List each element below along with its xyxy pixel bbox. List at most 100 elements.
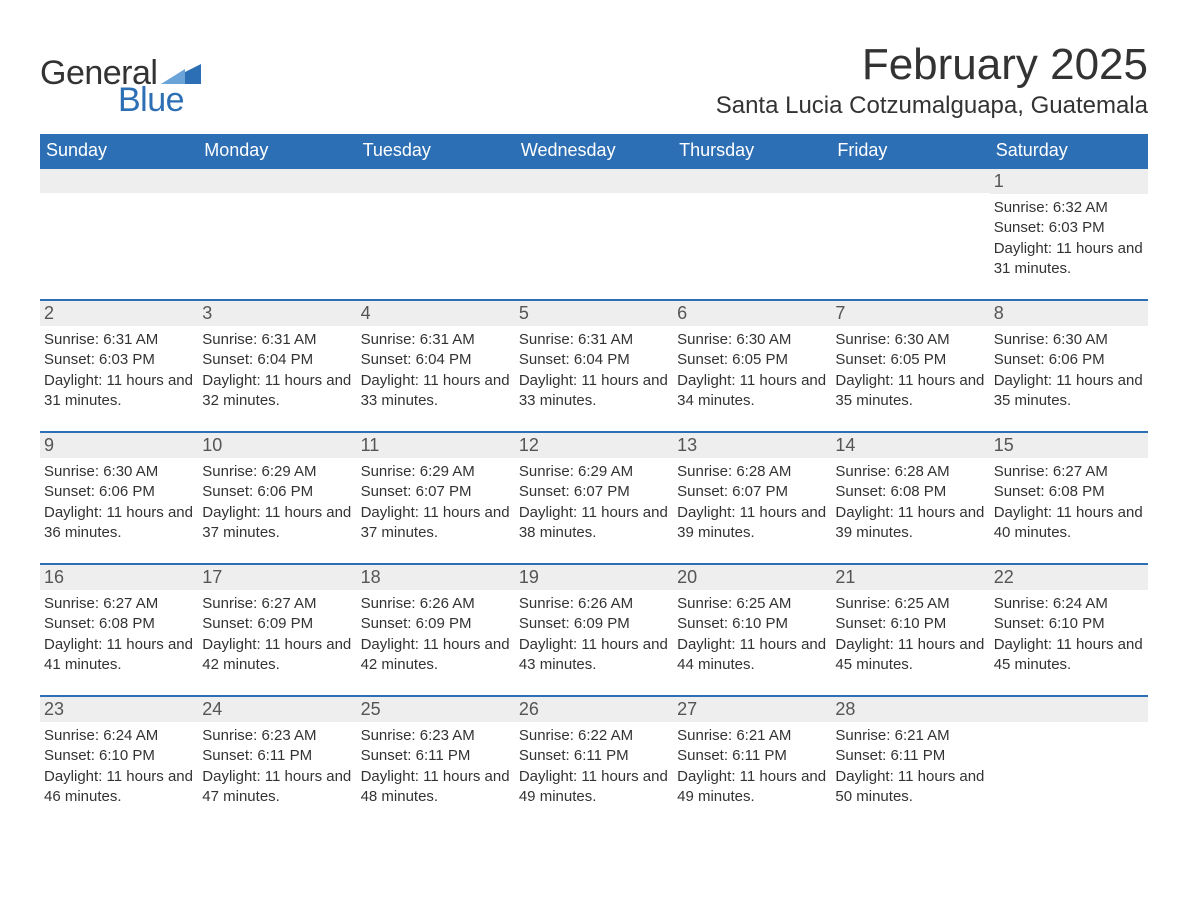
day-number: 7	[831, 301, 989, 326]
day-cell: 28Sunrise: 6:21 AMSunset: 6:11 PMDayligh…	[831, 696, 989, 827]
sunrise-text: Sunrise: 6:25 AM	[835, 594, 985, 614]
day-cell: 18Sunrise: 6:26 AMSunset: 6:09 PMDayligh…	[357, 564, 515, 696]
calendar-table: Sunday Monday Tuesday Wednesday Thursday…	[40, 134, 1148, 827]
day-number: 24	[198, 697, 356, 722]
daylight-text: Daylight: 11 hours and 36 minutes.	[44, 503, 194, 544]
sunset-text: Sunset: 6:06 PM	[202, 482, 352, 502]
day-header-tuesday: Tuesday	[357, 134, 515, 168]
sunrise-text: Sunrise: 6:30 AM	[994, 330, 1144, 350]
day-number: 13	[673, 433, 831, 458]
sunset-text: Sunset: 6:11 PM	[202, 746, 352, 766]
day-number: 4	[357, 301, 515, 326]
daylight-text: Daylight: 11 hours and 32 minutes.	[202, 371, 352, 412]
daylight-text: Daylight: 11 hours and 31 minutes.	[44, 371, 194, 412]
day-body: Sunrise: 6:31 AMSunset: 6:03 PMDaylight:…	[40, 326, 198, 431]
daylight-text: Daylight: 11 hours and 42 minutes.	[361, 635, 511, 676]
header: General Blue February 2025 Santa Lucia C…	[40, 40, 1148, 128]
sunset-text: Sunset: 6:11 PM	[835, 746, 985, 766]
daylight-text: Daylight: 11 hours and 46 minutes.	[44, 767, 194, 808]
sunrise-text: Sunrise: 6:30 AM	[44, 462, 194, 482]
sunrise-text: Sunrise: 6:29 AM	[519, 462, 669, 482]
sunset-text: Sunset: 6:10 PM	[994, 614, 1144, 634]
daylight-text: Daylight: 11 hours and 49 minutes.	[519, 767, 669, 808]
day-header-row: Sunday Monday Tuesday Wednesday Thursday…	[40, 134, 1148, 168]
sunrise-text: Sunrise: 6:21 AM	[677, 726, 827, 746]
sunset-text: Sunset: 6:04 PM	[519, 350, 669, 370]
sunrise-text: Sunrise: 6:23 AM	[202, 726, 352, 746]
daylight-text: Daylight: 11 hours and 48 minutes.	[361, 767, 511, 808]
day-cell: 26Sunrise: 6:22 AMSunset: 6:11 PMDayligh…	[515, 696, 673, 827]
sunset-text: Sunset: 6:07 PM	[677, 482, 827, 502]
sunrise-text: Sunrise: 6:31 AM	[202, 330, 352, 350]
empty-day-strip	[198, 169, 356, 193]
empty-day-strip	[40, 169, 198, 193]
day-body: Sunrise: 6:28 AMSunset: 6:07 PMDaylight:…	[673, 458, 831, 563]
day-number: 15	[990, 433, 1148, 458]
daylight-text: Daylight: 11 hours and 35 minutes.	[835, 371, 985, 412]
sunrise-text: Sunrise: 6:26 AM	[519, 594, 669, 614]
day-cell: 3Sunrise: 6:31 AMSunset: 6:04 PMDaylight…	[198, 300, 356, 432]
day-number: 23	[40, 697, 198, 722]
day-number: 10	[198, 433, 356, 458]
day-body: Sunrise: 6:30 AMSunset: 6:06 PMDaylight:…	[40, 458, 198, 563]
daylight-text: Daylight: 11 hours and 33 minutes.	[361, 371, 511, 412]
sunrise-text: Sunrise: 6:28 AM	[677, 462, 827, 482]
sunset-text: Sunset: 6:08 PM	[835, 482, 985, 502]
day-cell: 16Sunrise: 6:27 AMSunset: 6:08 PMDayligh…	[40, 564, 198, 696]
day-number: 17	[198, 565, 356, 590]
day-number: 18	[357, 565, 515, 590]
day-header-saturday: Saturday	[990, 134, 1148, 168]
day-cell: 19 Sunrise: 6:26 AMSunset: 6:09 PMDayligh…	[515, 564, 673, 696]
day-cell: 11Sunrise: 6:29 AMSunset: 6:07 PMDayligh…	[357, 432, 515, 564]
day-body-empty	[357, 193, 515, 237]
day-body: Sunrise: 6:26 AMSunset: 6:09 PMDaylight:…	[357, 590, 515, 695]
day-number: 20	[673, 565, 831, 590]
logo: General Blue	[40, 54, 201, 120]
week-row: 16Sunrise: 6:27 AMSunset: 6:08 PMDayligh…	[40, 564, 1148, 696]
sunrise-text: Sunrise: 6:28 AM	[835, 462, 985, 482]
day-number: 1	[990, 169, 1148, 194]
day-number: 11	[357, 433, 515, 458]
day-cell	[831, 168, 989, 300]
day-cell	[673, 168, 831, 300]
day-body: Sunrise: 6:25 AMSunset: 6:10 PMDaylight:…	[831, 590, 989, 695]
daylight-text: Daylight: 11 hours and 47 minutes.	[202, 767, 352, 808]
sunrise-text: Sunrise: 6:31 AM	[44, 330, 194, 350]
day-body: Sunrise: 6:24 AMSunset: 6:10 PMDaylight:…	[40, 722, 198, 827]
sunrise-text: Sunrise: 6:23 AM	[361, 726, 511, 746]
empty-day-strip	[990, 697, 1148, 722]
day-body-empty	[990, 722, 1148, 766]
day-cell	[40, 168, 198, 300]
sunset-text: Sunset: 6:03 PM	[44, 350, 194, 370]
day-body: Sunrise: 6:29 AMSunset: 6:07 PMDaylight:…	[515, 458, 673, 563]
day-number: 25	[357, 697, 515, 722]
day-body: Sunrise: 6:28 AMSunset: 6:08 PMDaylight:…	[831, 458, 989, 563]
daylight-text: Daylight: 11 hours and 39 minutes.	[677, 503, 827, 544]
week-row: 1Sunrise: 6:32 AMSunset: 6:03 PMDaylight…	[40, 168, 1148, 300]
day-number: 26	[515, 697, 673, 722]
day-cell: 21Sunrise: 6:25 AMSunset: 6:10 PMDayligh…	[831, 564, 989, 696]
day-cell: 12Sunrise: 6:29 AMSunset: 6:07 PMDayligh…	[515, 432, 673, 564]
day-header-thursday: Thursday	[673, 134, 831, 168]
day-header-sunday: Sunday	[40, 134, 198, 168]
day-number: 21	[831, 565, 989, 590]
empty-day-strip	[673, 169, 831, 193]
day-cell: 27Sunrise: 6:21 AMSunset: 6:11 PMDayligh…	[673, 696, 831, 827]
daylight-text: Daylight: 11 hours and 38 minutes.	[519, 503, 669, 544]
sunset-text: Sunset: 6:05 PM	[677, 350, 827, 370]
sunset-text: Sunset: 6:06 PM	[44, 482, 194, 502]
day-body: Sunrise: 6:30 AMSunset: 6:05 PMDaylight:…	[831, 326, 989, 431]
daylight-text: Daylight: 11 hours and 49 minutes.	[677, 767, 827, 808]
day-number: 16	[40, 565, 198, 590]
day-body: Sunrise: 6:23 AMSunset: 6:11 PMDaylight:…	[198, 722, 356, 827]
daylight-text: Daylight: 11 hours and 43 minutes.	[519, 635, 669, 676]
sunrise-text: Sunrise: 6:27 AM	[994, 462, 1144, 482]
sunset-text: Sunset: 6:09 PM	[519, 614, 669, 634]
daylight-text: Daylight: 11 hours and 33 minutes.	[519, 371, 669, 412]
day-number: 19	[515, 565, 673, 590]
day-number: 9	[40, 433, 198, 458]
day-cell: 7Sunrise: 6:30 AMSunset: 6:05 PMDaylight…	[831, 300, 989, 432]
daylight-text: Daylight: 11 hours and 50 minutes.	[835, 767, 985, 808]
day-body: Sunrise: 6:21 AMSunset: 6:11 PMDaylight:…	[673, 722, 831, 827]
day-body: Sunrise: 6:24 AMSunset: 6:10 PMDaylight:…	[990, 590, 1148, 695]
